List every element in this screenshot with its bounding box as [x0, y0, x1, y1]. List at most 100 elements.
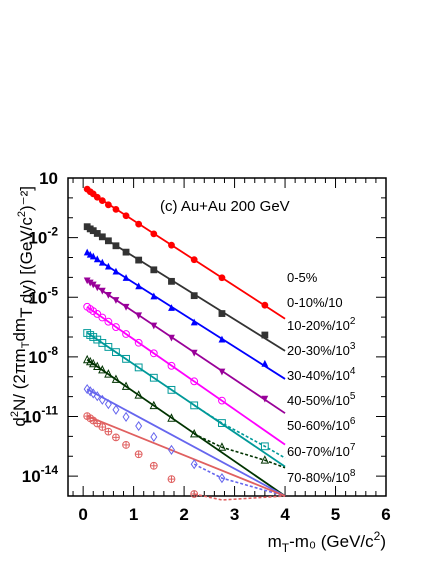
data-point [112, 323, 120, 331]
data-point [190, 292, 198, 300]
dotted-curve [193, 404, 286, 459]
data-point [190, 256, 198, 264]
data-point [93, 284, 101, 292]
data-point [98, 364, 107, 374]
series-label: 20-30%/103 [287, 341, 356, 358]
data-point [150, 431, 158, 443]
data-point [167, 361, 176, 370]
data-point [149, 461, 158, 470]
dotted-curve [193, 433, 286, 469]
data-point [167, 444, 175, 455]
data-point [122, 441, 130, 449]
chart-title: (c) Au+Au 200 GeV [160, 198, 290, 215]
data-point [89, 252, 97, 260]
data-points [82, 185, 270, 498]
fit-line [86, 306, 286, 446]
data-point [86, 356, 95, 366]
data-point [86, 279, 94, 287]
data-point [190, 377, 199, 386]
data-point [189, 428, 199, 438]
data-point [104, 343, 113, 351]
data-point [150, 230, 158, 238]
series-label: 30-40%/104 [287, 366, 356, 383]
data-point [168, 334, 175, 342]
data-point [135, 220, 143, 228]
series-label: 50-60%/106 [287, 416, 356, 433]
x-tick-label: 4 [280, 505, 290, 524]
data-point [104, 201, 112, 209]
fit-line [86, 332, 286, 468]
y-tick-label: 10 [39, 169, 58, 188]
data-point [98, 197, 106, 205]
data-point [112, 206, 120, 213]
data-point [190, 490, 199, 498]
data-point [218, 274, 226, 282]
data-point [104, 399, 112, 410]
data-point [135, 420, 143, 432]
data-point [122, 354, 130, 363]
data-point [83, 383, 91, 395]
y-tick-labels: 10 10-2 10-5 10-8 10-11 10-14 [22, 169, 59, 486]
x-tick-label: 6 [381, 505, 390, 524]
data-point [112, 433, 120, 442]
series-label: 0-10%/10 [287, 295, 343, 310]
data-point [93, 230, 101, 237]
data-point [111, 374, 121, 383]
data-point [122, 411, 130, 422]
x-tick-label: 1 [129, 505, 138, 524]
data-point [167, 413, 176, 422]
data-point [218, 335, 226, 343]
data-point [122, 212, 130, 220]
data-point [89, 281, 97, 289]
fit-line [86, 252, 286, 380]
data-point [89, 358, 98, 368]
data-point [150, 322, 158, 330]
data-point [261, 301, 269, 309]
data-point [104, 237, 112, 245]
data-point [89, 227, 97, 235]
data-point [261, 359, 269, 367]
data-point [104, 427, 113, 436]
x-tick-label: 2 [179, 505, 188, 524]
series-label: 0-5% [287, 270, 318, 285]
data-point [98, 233, 106, 241]
data-point [112, 404, 120, 415]
data-point [93, 255, 101, 263]
y-tick-label: 10-11 [22, 404, 58, 427]
data-point [122, 330, 130, 338]
data-point [261, 395, 269, 403]
data-point [135, 256, 143, 264]
data-point [168, 241, 175, 249]
data-point [122, 274, 130, 281]
data-point [112, 348, 120, 357]
fit-line [86, 189, 286, 320]
data-point [98, 394, 106, 405]
data-point [121, 381, 131, 390]
data-point [150, 266, 158, 274]
data-point [98, 287, 106, 295]
data-point [98, 423, 107, 431]
data-point [93, 419, 102, 428]
data-point [135, 282, 143, 290]
x-tick-label: 5 [331, 505, 340, 524]
data-point [98, 339, 107, 347]
x-tick-label: 3 [230, 505, 239, 524]
data-point [260, 455, 270, 464]
data-point [190, 459, 198, 470]
data-point [218, 310, 226, 317]
data-point [218, 368, 226, 376]
x-axis-label: mT-m₀ (GeV/c2) [268, 529, 386, 555]
data-point [218, 396, 226, 405]
series-label: 60-70%/107 [287, 442, 356, 459]
y-tick-label: 10-2 [28, 225, 58, 248]
dotted-curve [193, 463, 286, 497]
fit-lines [86, 189, 286, 501]
fit-line [86, 388, 286, 497]
data-point [260, 442, 269, 451]
data-point [89, 388, 97, 399]
data-point [168, 304, 175, 311]
data-point [167, 385, 176, 394]
data-point [135, 312, 143, 320]
data-point [93, 310, 102, 318]
